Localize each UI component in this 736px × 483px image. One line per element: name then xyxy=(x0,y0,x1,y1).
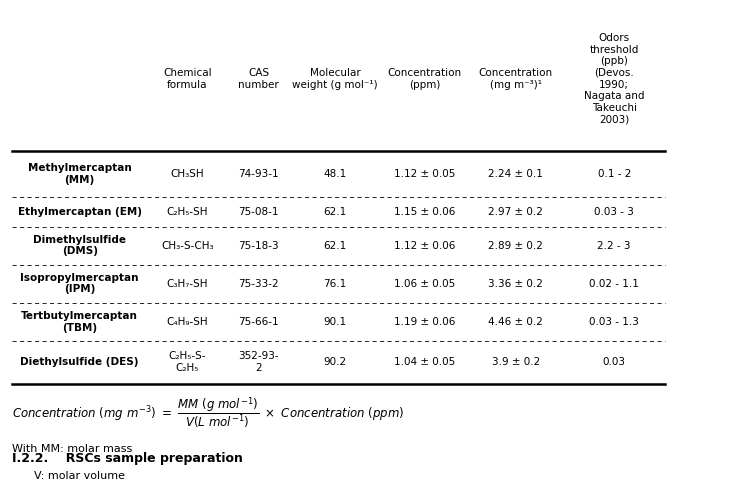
Text: 0.02 - 1.1: 0.02 - 1.1 xyxy=(590,279,639,289)
Text: C₂H₅-SH: C₂H₅-SH xyxy=(166,207,208,216)
Text: C₃H₇-SH: C₃H₇-SH xyxy=(166,279,208,289)
Text: 0.03 - 3: 0.03 - 3 xyxy=(594,207,634,216)
Text: 4.46 ± 0.2: 4.46 ± 0.2 xyxy=(488,317,543,327)
Text: Diethylsulfide (DES): Diethylsulfide (DES) xyxy=(21,357,139,367)
Text: 1.19 ± 0.06: 1.19 ± 0.06 xyxy=(394,317,455,327)
Text: 0.03 - 1.3: 0.03 - 1.3 xyxy=(590,317,639,327)
Text: 75-18-3: 75-18-3 xyxy=(238,241,279,251)
Text: 74-93-1: 74-93-1 xyxy=(238,169,279,179)
Text: 352-93-
2: 352-93- 2 xyxy=(238,351,279,373)
Text: 2.89 ± 0.2: 2.89 ± 0.2 xyxy=(488,241,543,251)
Text: Methylmercaptan
(MM): Methylmercaptan (MM) xyxy=(28,163,132,185)
Text: 1.06 ± 0.05: 1.06 ± 0.05 xyxy=(394,279,455,289)
Text: 75-08-1: 75-08-1 xyxy=(238,207,279,216)
Text: 1.04 ± 0.05: 1.04 ± 0.05 xyxy=(394,357,455,367)
Text: C₂H₅-S-
C₂H₅: C₂H₅-S- C₂H₅ xyxy=(169,351,206,373)
Text: 3.36 ± 0.2: 3.36 ± 0.2 xyxy=(488,279,543,289)
Text: 0.1 - 2: 0.1 - 2 xyxy=(598,169,631,179)
Text: V: molar volume: V: molar volume xyxy=(34,471,125,482)
Text: CAS
number: CAS number xyxy=(238,68,279,89)
Text: 62.1: 62.1 xyxy=(324,241,347,251)
Text: CH₃-S-CH₃: CH₃-S-CH₃ xyxy=(161,241,213,251)
Text: 0.03: 0.03 xyxy=(603,357,626,367)
Text: CH₃SH: CH₃SH xyxy=(171,169,204,179)
Text: With MM: molar mass: With MM: molar mass xyxy=(13,444,132,454)
Text: Tertbutylmercaptan
(TBM): Tertbutylmercaptan (TBM) xyxy=(21,311,138,332)
Text: 75-33-2: 75-33-2 xyxy=(238,279,279,289)
Text: 2.97 ± 0.2: 2.97 ± 0.2 xyxy=(488,207,543,216)
Text: Chemical
formula: Chemical formula xyxy=(163,68,212,89)
Text: C₄H₉-SH: C₄H₉-SH xyxy=(166,317,208,327)
Text: 2.24 ± 0.1: 2.24 ± 0.1 xyxy=(488,169,543,179)
Text: Dimethylsulfide
(DMS): Dimethylsulfide (DMS) xyxy=(33,235,126,256)
Text: 90.2: 90.2 xyxy=(324,357,347,367)
Text: Ethylmercaptan (EM): Ethylmercaptan (EM) xyxy=(18,207,142,216)
Text: 1.12 ± 0.06: 1.12 ± 0.06 xyxy=(394,241,455,251)
Text: 75-66-1: 75-66-1 xyxy=(238,317,279,327)
Text: 2.2 - 3: 2.2 - 3 xyxy=(598,241,631,251)
Text: 48.1: 48.1 xyxy=(324,169,347,179)
Text: 76.1: 76.1 xyxy=(324,279,347,289)
Text: Concentration
(ppm): Concentration (ppm) xyxy=(387,68,461,89)
Text: Isopropylmercaptan
(IPM): Isopropylmercaptan (IPM) xyxy=(21,273,139,295)
Text: Molecular
weight (g mol⁻¹): Molecular weight (g mol⁻¹) xyxy=(292,68,378,89)
Text: 3.9 ± 0.2: 3.9 ± 0.2 xyxy=(492,357,539,367)
Text: $\mathit{Concentration}\ \mathit{(mg\ m^{-3})}\ =\ \dfrac{\mathit{MM\ (g\ mol^{-: $\mathit{Concentration}\ \mathit{(mg\ m^… xyxy=(13,396,405,431)
Text: 1.12 ± 0.05: 1.12 ± 0.05 xyxy=(394,169,455,179)
Text: Odors
threshold
(ppb)
(Devos.
1990;
Nagata and
Takeuchi
2003): Odors threshold (ppb) (Devos. 1990; Naga… xyxy=(584,33,645,124)
Text: I.2.2.    RSCs sample preparation: I.2.2. RSCs sample preparation xyxy=(13,452,243,465)
Text: 90.1: 90.1 xyxy=(324,317,347,327)
Text: Concentration
(mg m⁻³)¹: Concentration (mg m⁻³)¹ xyxy=(478,68,553,89)
Text: 62.1: 62.1 xyxy=(324,207,347,216)
Text: 1.15 ± 0.06: 1.15 ± 0.06 xyxy=(394,207,455,216)
